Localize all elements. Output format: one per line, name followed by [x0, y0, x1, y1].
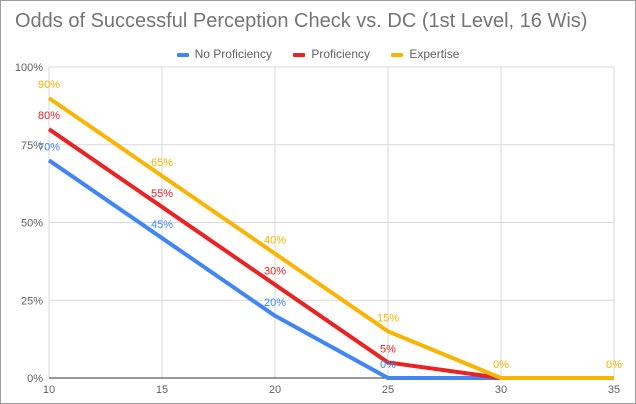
data-label: 0%	[380, 359, 396, 371]
data-label: 90%	[38, 79, 60, 91]
data-label: 30%	[264, 266, 286, 278]
data-label: 45%	[151, 219, 173, 231]
x-tick-label: 20	[269, 384, 281, 396]
x-tick-label: 35	[608, 384, 620, 396]
data-label: 40%	[264, 235, 286, 247]
data-label: 20%	[264, 297, 286, 309]
data-label: 55%	[151, 188, 173, 200]
chart-title: Odds of Successful Perception Check vs. …	[15, 10, 588, 32]
x-tick-label: 10	[43, 384, 55, 396]
grid	[48, 66, 615, 379]
data-label: 15%	[377, 312, 399, 324]
series-lines	[47, 96, 614, 380]
data-labels: 70% 45% 20% 0% 80% 55% 30% 5% 90% 65% 40% 15% 0% 0%	[38, 79, 622, 371]
legend-item-no-proficiency[interactable]: No Proficiency	[176, 47, 272, 61]
y-tick-label: 25%	[21, 295, 43, 307]
legend-swatch	[391, 52, 404, 57]
data-label: 5%	[380, 343, 396, 355]
y-axis-ticks: 0% 25% 50% 75% 100%	[15, 62, 43, 385]
series-line-proficiency	[47, 127, 614, 380]
y-tick-label: 0%	[27, 373, 43, 385]
legend-item-proficiency[interactable]: Proficiency	[293, 47, 370, 61]
legend-swatch	[176, 52, 189, 57]
data-label: 65%	[151, 157, 173, 169]
data-label: 70%	[38, 141, 60, 153]
series-line-no-proficiency	[47, 158, 614, 380]
data-label: 0%	[493, 359, 509, 371]
data-label: 80%	[38, 110, 60, 122]
x-tick-label: 25	[382, 384, 394, 396]
y-tick-label: 50%	[21, 218, 43, 230]
legend-label: Expertise	[409, 47, 460, 61]
y-tick-label: 100%	[15, 62, 43, 74]
legend-label: No Proficiency	[194, 47, 272, 61]
legend-label: Proficiency	[311, 47, 371, 61]
y-tick-label: 75%	[21, 140, 43, 152]
series-line-expertise	[47, 96, 614, 380]
legend-swatch	[293, 52, 306, 57]
legend-item-expertise[interactable]: Expertise	[391, 47, 459, 61]
x-tick-label: 15	[156, 384, 168, 396]
x-axis-ticks: 10 15 20 25 30 35	[43, 384, 620, 396]
data-label: 0%	[606, 359, 622, 371]
legend: No Proficiency Proficiency Expertise	[0, 47, 636, 61]
x-tick-label: 30	[495, 384, 507, 396]
